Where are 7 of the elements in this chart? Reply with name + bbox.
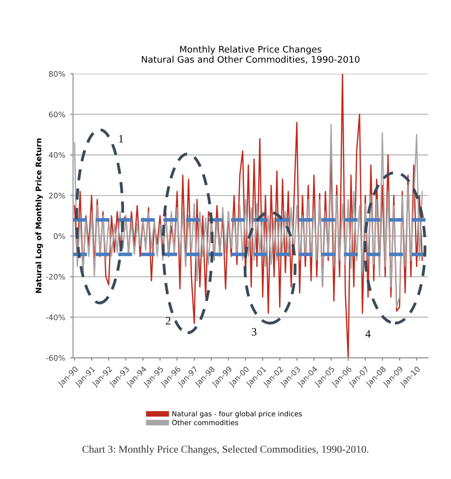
annotation: 2 xyxy=(166,317,170,324)
annotation: 3 xyxy=(252,328,256,336)
line-series xyxy=(74,124,423,308)
annotation: 4 xyxy=(365,330,371,338)
caption: Chart 3: Monthly Price Changes, Selected Commodities, 1990-2010. xyxy=(82,445,368,455)
chart-title: Monthly Relative Price Changes Natural Gas and Other Commodities, 1990-2010 xyxy=(142,46,360,64)
annotation: 1 xyxy=(119,135,124,142)
